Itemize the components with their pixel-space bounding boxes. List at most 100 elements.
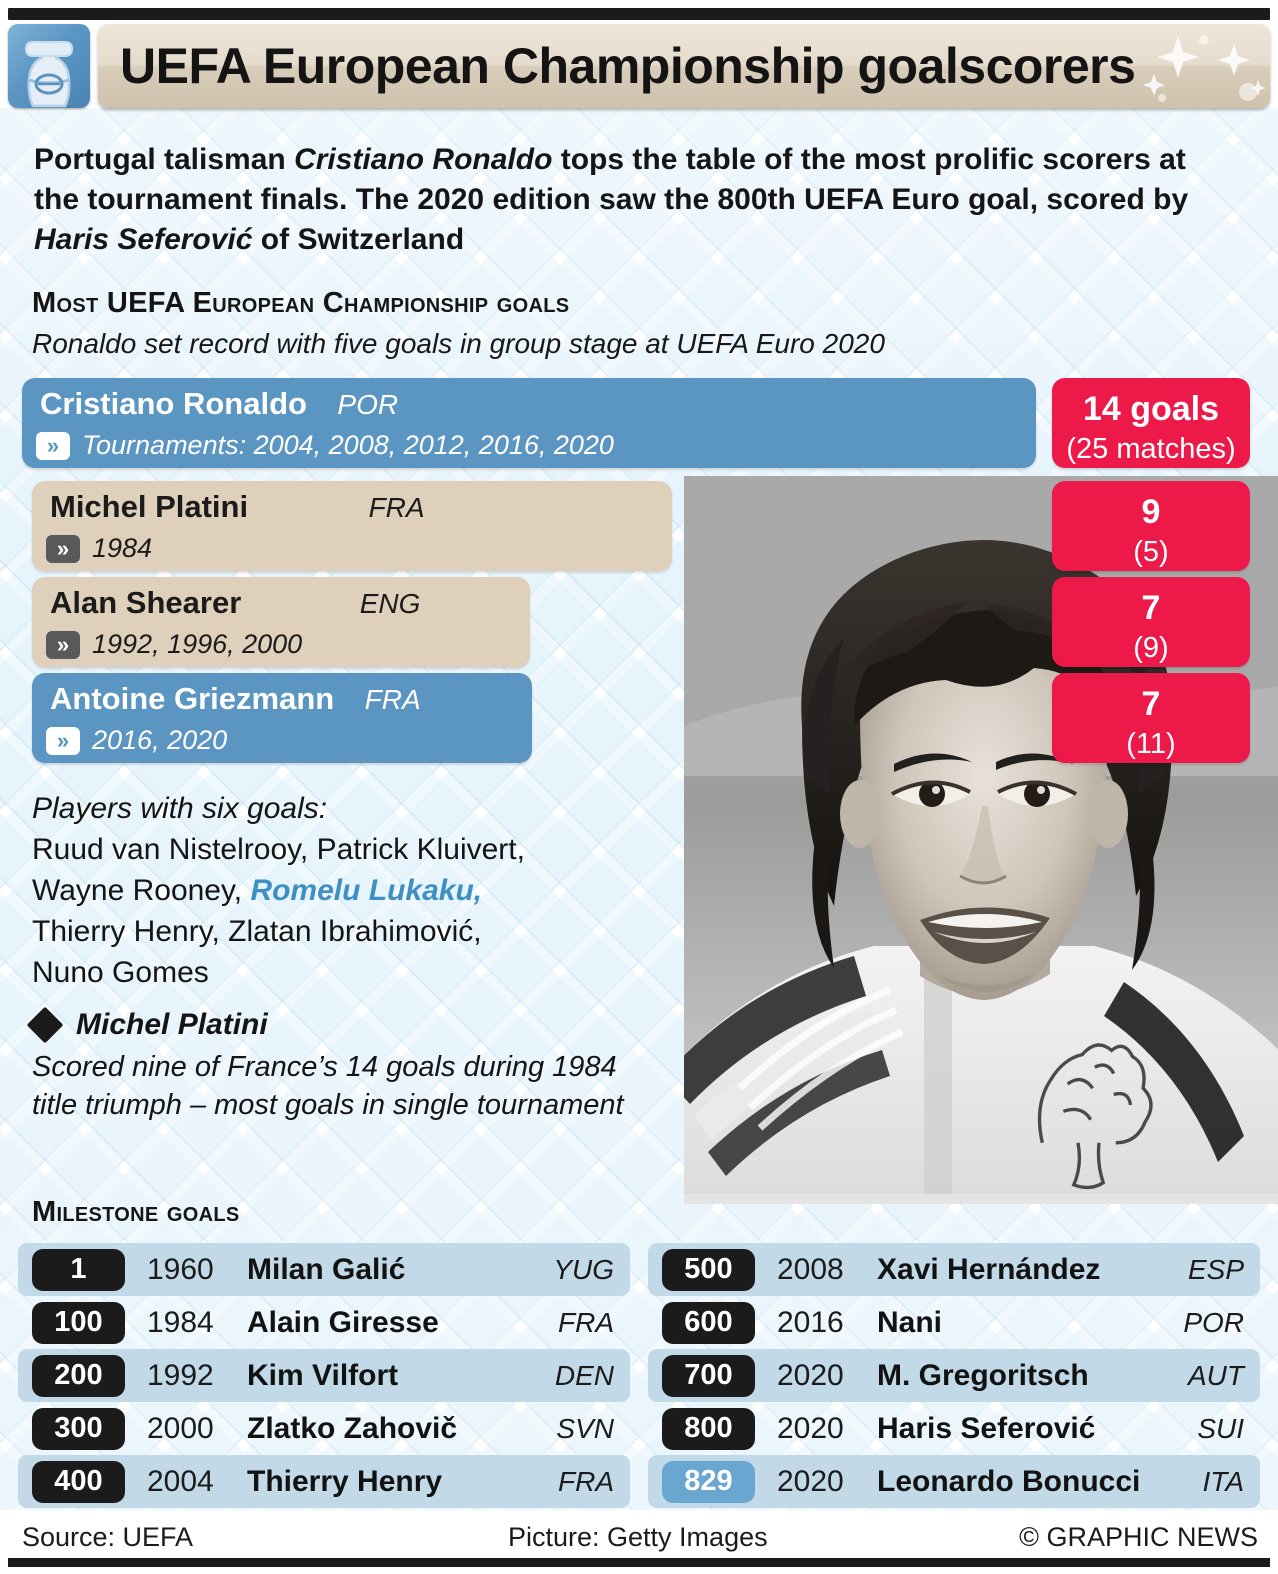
goal-box-4: 7 (11) — [1052, 673, 1250, 763]
ranking-bar-2-years-row: » 1984 — [46, 533, 152, 564]
ranking-bar-1-country: POR — [337, 389, 399, 420]
goal-box-3: 7 (9) — [1052, 577, 1250, 667]
milestone-country: YUG — [553, 1253, 614, 1285]
milestone-row: 500 2008 Xavi Hernández ESP — [648, 1243, 1260, 1296]
milestone-badge: 300 — [32, 1407, 125, 1450]
milestone-year: 2020 — [777, 1411, 844, 1445]
ranking-bar-3-header: Alan Shearer ENG — [50, 585, 420, 621]
milestone-country: SUI — [1197, 1412, 1244, 1444]
milestone-badge: 829 — [662, 1460, 755, 1503]
chevron-icon: » — [36, 431, 70, 460]
ranking-bar-2: Michel Platini FRA » 1984 — [32, 481, 672, 571]
page-title: UEFA European Championship goalscorers — [120, 38, 1136, 94]
six-goals-highlight-lukaku: Romelu Lukaku, — [250, 874, 483, 907]
milestone-year: 2016 — [777, 1305, 844, 1339]
goal-box-2: 9 (5) — [1052, 481, 1250, 571]
milestone-badge: 100 — [32, 1301, 125, 1344]
platini-note-body: Scored nine of France’s 14 goals during … — [32, 1051, 624, 1121]
milestone-badge: 200 — [32, 1354, 125, 1397]
milestone-row: 1 1960 Milan Galić YUG — [18, 1243, 630, 1296]
milestone-country: FRA — [558, 1465, 614, 1497]
intro-paragraph: Portugal talisman Cristiano Ronaldo tops… — [34, 140, 1229, 260]
milestone-player: Xavi Hernández — [877, 1252, 1101, 1286]
milestone-year: 1984 — [147, 1305, 214, 1339]
milestone-row: 700 2020 M. Gregoritsch AUT — [648, 1349, 1260, 1402]
ranking-bar-1-header: Cristiano Ronaldo POR — [40, 386, 398, 422]
goal-box-3-goals: 7 — [1141, 589, 1161, 627]
milestone-row: 100 1984 Alain Giresse FRA — [18, 1296, 630, 1349]
milestone-player: Milan Galić — [247, 1252, 406, 1286]
goal-box-1-goals: 14 goals — [1082, 390, 1220, 428]
milestone-year: 1960 — [147, 1252, 214, 1286]
milestone-row: 800 2020 Haris Seferović SUI — [648, 1402, 1260, 1455]
milestone-country: FRA — [558, 1306, 614, 1338]
milestone-year: 2000 — [147, 1411, 214, 1445]
milestone-year: 1992 — [147, 1358, 214, 1392]
milestones-column-left: 1 1960 Milan Galić YUG 100 1984 Alain Gi… — [18, 1243, 630, 1508]
ranking-bar-2-name: Michel Platini — [50, 489, 249, 524]
milestone-badge: 800 — [662, 1407, 755, 1450]
milestone-row: 600 2016 Nani POR — [648, 1296, 1260, 1349]
six-goals-line-2: Wayne Rooney, Romelu Lukaku, — [32, 870, 672, 911]
milestone-country: AUT — [1188, 1359, 1244, 1391]
uefa-trophy-icon — [8, 24, 90, 108]
milestone-player: Kim Vilfort — [247, 1358, 399, 1392]
six-goals-line-2-pre: Wayne Rooney, — [32, 874, 251, 907]
ranking-bar-4: Antoine Griezmann FRA » 2016, 2020 — [32, 673, 532, 763]
goal-box-2-goals: 9 — [1141, 493, 1161, 531]
chevron-icon: » — [46, 726, 80, 755]
ranking-bar-3-years-row: » 1992, 1996, 2000 — [46, 629, 302, 660]
milestone-player: Thierry Henry — [247, 1464, 443, 1498]
milestone-badge: 500 — [662, 1248, 755, 1291]
ranking-bar-1-years-row: » Tournaments: 2004, 2008, 2012, 2016, 2… — [36, 430, 614, 461]
ranking-bar-3-name: Alan Shearer — [50, 585, 242, 620]
chevron-icon: » — [46, 630, 80, 659]
six-goals-block: Players with six goals: Ruud van Nistelr… — [32, 788, 672, 993]
sparkle-decoration-icon — [1143, 35, 1266, 102]
goal-box-4-matches: (11) — [1126, 728, 1176, 760]
bottom-divider — [8, 1558, 1270, 1567]
ranking-bar-3: Alan Shearer ENG » 1992, 1996, 2000 — [32, 577, 530, 667]
milestone-player: Nani — [877, 1305, 943, 1339]
ranking-bar-4-years: 2016, 2020 — [92, 725, 228, 755]
milestone-player: Haris Seferović — [877, 1411, 1096, 1445]
intro-text-2: tops the table of the most prolific scor… — [34, 143, 1189, 216]
ranking-bar-1-years: Tournaments: 2004, 2008, 2012, 2016, 202… — [82, 430, 614, 460]
milestone-year: 2004 — [147, 1464, 214, 1498]
ranking-bar-4-name: Antoine Griezmann — [50, 681, 335, 716]
ranking-bar-4-header: Antoine Griezmann FRA — [50, 681, 421, 717]
platini-note-title: Michel Platini — [76, 1008, 268, 1041]
section-heading: Most UEFA European Championship goals — [32, 287, 570, 319]
milestone-country: ESP — [1187, 1253, 1244, 1285]
milestone-country: POR — [1183, 1306, 1244, 1338]
six-goals-heading: Players with six goals: — [32, 792, 328, 825]
ranking-bar-2-country: FRA — [368, 492, 425, 523]
intro-text-3: of Switzerland — [252, 223, 465, 256]
intro-emphasis-ronaldo: Cristiano Ronaldo — [294, 143, 553, 176]
ranking-bar-1: Cristiano Ronaldo POR » Tournaments: 200… — [22, 378, 1036, 468]
ranking-bar-1-name: Cristiano Ronaldo — [40, 386, 307, 421]
ranking-bar-2-header: Michel Platini FRA — [50, 489, 425, 525]
ranking-bar-2-years: 1984 — [92, 533, 153, 563]
milestone-country: SVN — [556, 1412, 614, 1444]
milestone-player: M. Gregoritsch — [877, 1358, 1089, 1392]
milestone-player: Zlatko Zahovič — [247, 1411, 458, 1445]
milestone-year: 2020 — [777, 1358, 844, 1392]
goal-box-2-matches: (5) — [1133, 536, 1169, 568]
section-subheading: Ronaldo set record with five goals in gr… — [32, 328, 885, 359]
milestone-year: 2020 — [777, 1464, 844, 1498]
title-plate: UEFA European Championship goalscorers — [98, 24, 1270, 108]
platini-note: Michel Platini Scored nine of France’s 1… — [26, 1006, 652, 1124]
milestone-country: DEN — [554, 1359, 614, 1391]
milestone-player: Alain Giresse — [247, 1305, 439, 1339]
milestone-row: 300 2000 Zlatko Zahovič SVN — [18, 1402, 630, 1455]
intro-text-1: Portugal talisman — [34, 143, 295, 176]
diamond-bullet-icon — [26, 1006, 64, 1044]
milestone-year: 2008 — [777, 1252, 844, 1286]
footer-source: Source: UEFA — [22, 1522, 194, 1552]
intro-emphasis-seferovic: Haris Seferović — [34, 223, 253, 256]
top-divider — [8, 8, 1270, 20]
platini-note-header: Michel Platini — [26, 1006, 652, 1044]
ranking-bar-4-years-row: » 2016, 2020 — [46, 725, 227, 756]
milestone-player: Leonardo Bonucci — [877, 1464, 1141, 1498]
